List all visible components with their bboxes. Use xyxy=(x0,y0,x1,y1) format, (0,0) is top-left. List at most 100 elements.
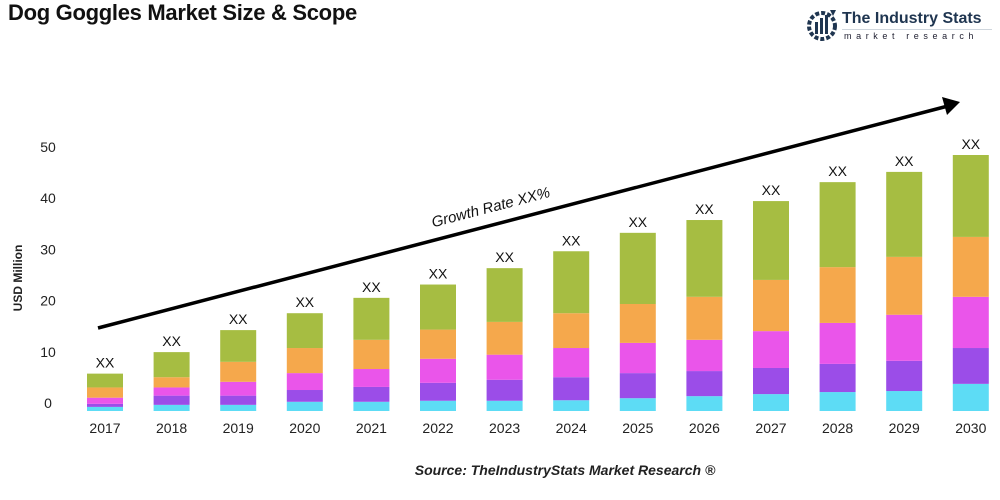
x-tick-label: 2021 xyxy=(356,420,387,436)
source-note: Source: TheIndustryStats Market Research… xyxy=(414,462,716,478)
bar-segment-2 xyxy=(619,373,656,399)
bar-value-label: XX xyxy=(895,153,914,169)
bar-segment-3 xyxy=(153,387,190,396)
bar-segment-3 xyxy=(619,342,656,374)
bar-value-label: XX xyxy=(229,311,248,327)
bar-segment-2 xyxy=(353,386,390,402)
bar-value-label: XX xyxy=(961,136,980,152)
x-tick-label: 2025 xyxy=(622,420,653,436)
bar-segment-3 xyxy=(486,354,523,380)
bar-value-label: XX xyxy=(695,201,714,217)
x-tick-label: 2029 xyxy=(889,420,920,436)
bar-value-label: XX xyxy=(628,214,647,230)
bar-segment-5 xyxy=(87,373,123,388)
bar-segment-4 xyxy=(486,321,523,355)
bar-segment-5 xyxy=(819,182,856,268)
bar-segment-2 xyxy=(486,379,523,401)
bar-segment-4 xyxy=(686,296,723,340)
bar-segment-4 xyxy=(753,279,789,332)
bar-value-label: XX xyxy=(96,355,115,371)
bar-segment-5 xyxy=(619,232,656,304)
y-tick-label: 10 xyxy=(40,344,56,360)
bar-segment-2 xyxy=(220,395,257,405)
bar-segment-2 xyxy=(153,395,190,405)
bar-segment-1 xyxy=(553,400,590,411)
bar-segment-4 xyxy=(220,361,257,382)
bar-value-label: XX xyxy=(562,232,581,248)
x-tick-label: 2024 xyxy=(556,420,587,436)
x-tick-label: 2027 xyxy=(755,420,786,436)
bar-segment-2 xyxy=(753,367,789,395)
bar-segment-5 xyxy=(220,330,257,362)
x-tick-label: 2022 xyxy=(422,420,453,436)
bar-segment-1 xyxy=(153,404,190,411)
bar-segment-4 xyxy=(952,236,989,297)
bar-segment-1 xyxy=(286,401,323,411)
bar-segment-5 xyxy=(486,268,523,322)
bar-segment-4 xyxy=(353,339,390,370)
x-tick-label: 2028 xyxy=(822,420,853,436)
bar-segment-2 xyxy=(686,371,723,397)
y-tick-label: 30 xyxy=(40,241,56,257)
bar-segment-2 xyxy=(886,360,923,392)
x-tick-label: 2017 xyxy=(89,420,120,436)
bar-segment-2 xyxy=(952,348,989,384)
bar-segment-1 xyxy=(753,394,789,411)
bar-value-label: XX xyxy=(762,182,781,198)
bar-segment-2 xyxy=(286,390,323,402)
bar-segment-3 xyxy=(353,369,390,387)
bar-segment-1 xyxy=(686,396,723,411)
bar-segment-1 xyxy=(819,392,856,411)
bar-segment-5 xyxy=(153,352,190,378)
bar-segment-3 xyxy=(819,322,856,364)
bar-segment-5 xyxy=(886,171,923,257)
bar-segment-1 xyxy=(886,391,923,411)
bar-segment-4 xyxy=(553,313,590,349)
bar-segment-2 xyxy=(420,382,456,401)
y-tick-label: 40 xyxy=(40,190,56,206)
y-tick-label: 20 xyxy=(40,293,56,309)
bar-segment-1 xyxy=(353,401,390,411)
bar-segment-4 xyxy=(619,303,656,343)
bar-segment-5 xyxy=(553,251,590,314)
y-tick-label: 50 xyxy=(40,139,56,155)
bar-value-label: XX xyxy=(495,249,514,265)
bar-segment-3 xyxy=(886,314,923,361)
bar-segment-3 xyxy=(753,331,789,368)
bar-value-label: XX xyxy=(162,333,181,349)
bar-value-label: XX xyxy=(295,294,314,310)
brand-logo: The Industry Stats market research xyxy=(806,6,996,46)
bar-segment-1 xyxy=(619,398,656,411)
bar-segment-2 xyxy=(553,377,590,401)
bar-segment-4 xyxy=(819,267,856,323)
bar-segment-4 xyxy=(87,387,123,398)
x-tick-label: 2026 xyxy=(689,420,720,436)
y-axis-label: USD Million xyxy=(11,245,25,312)
bar-segment-2 xyxy=(819,363,856,393)
x-tick-label: 2020 xyxy=(289,420,320,436)
y-tick-label: 0 xyxy=(44,395,52,411)
bar-segment-3 xyxy=(553,348,590,378)
bar-segment-3 xyxy=(220,381,257,396)
growth-arrow xyxy=(97,104,949,330)
bar-segment-2 xyxy=(87,403,123,407)
bar-segment-5 xyxy=(420,284,456,330)
bar-segment-1 xyxy=(486,400,523,411)
bar-value-label: XX xyxy=(429,266,448,282)
bar-segment-4 xyxy=(886,256,923,315)
bar-segment-3 xyxy=(686,339,723,372)
bar-segment-4 xyxy=(286,348,323,374)
logo-name: The Industry Stats xyxy=(842,10,982,27)
bar-segment-3 xyxy=(87,397,123,404)
bar-segment-5 xyxy=(286,313,323,349)
bar-segment-4 xyxy=(153,377,190,388)
x-tick-label: 2018 xyxy=(156,420,187,436)
bar-segment-5 xyxy=(353,297,390,340)
bar-segment-5 xyxy=(753,201,789,280)
bar-segment-5 xyxy=(686,220,723,297)
bar-segment-1 xyxy=(87,406,123,411)
logo-divider xyxy=(842,29,992,30)
bar-segment-1 xyxy=(420,400,456,411)
bar-segment-3 xyxy=(952,296,989,349)
